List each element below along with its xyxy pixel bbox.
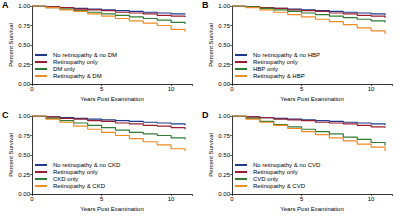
svg-text:0.75: 0.75 — [218, 133, 230, 139]
svg-text:Retinopathy & CKD: Retinopathy & CKD — [53, 183, 106, 189]
svg-text:5: 5 — [300, 86, 304, 92]
svg-text:Retinopathy & DM: Retinopathy & DM — [53, 73, 102, 79]
svg-text:CVD only: CVD only — [253, 176, 278, 182]
svg-text:0.00: 0.00 — [218, 81, 230, 87]
svg-text:Retinopathy & HBP: Retinopathy & HBP — [253, 73, 305, 79]
svg-text:10: 10 — [168, 196, 175, 202]
svg-text:Percent Survival: Percent Survival — [8, 133, 14, 177]
svg-text:5: 5 — [100, 196, 104, 202]
svg-text:Retinopathy only: Retinopathy only — [253, 59, 298, 65]
svg-text:0.75: 0.75 — [18, 133, 30, 139]
svg-text:5: 5 — [100, 86, 104, 92]
svg-text:No retinopathy & no CVD: No retinopathy & no CVD — [253, 162, 321, 168]
svg-text:No retinopathy & no HBP: No retinopathy & no HBP — [253, 52, 320, 58]
svg-text:B: B — [202, 0, 209, 10]
svg-text:0.00: 0.00 — [18, 81, 30, 87]
svg-text:0.25: 0.25 — [218, 62, 230, 68]
svg-text:0.50: 0.50 — [218, 42, 230, 48]
svg-text:A: A — [2, 0, 9, 10]
svg-text:Retinopathy only: Retinopathy only — [53, 59, 98, 65]
svg-text:10: 10 — [368, 86, 375, 92]
svg-text:Retinopathy only: Retinopathy only — [53, 169, 98, 175]
svg-text:Years Post Examination: Years Post Examination — [280, 96, 343, 102]
svg-text:C: C — [2, 110, 9, 120]
svg-text:CKD only: CKD only — [53, 176, 78, 182]
svg-text:0: 0 — [230, 196, 234, 202]
svg-text:Percent Survival: Percent Survival — [208, 23, 214, 67]
svg-text:0: 0 — [230, 86, 234, 92]
svg-text:HBP only: HBP only — [253, 66, 278, 72]
svg-text:0.25: 0.25 — [18, 172, 30, 178]
svg-text:10: 10 — [368, 196, 375, 202]
svg-text:10: 10 — [168, 86, 175, 92]
svg-text:No retinopathy & no DM: No retinopathy & no DM — [53, 52, 117, 58]
svg-text:Years Post Examination: Years Post Examination — [80, 96, 143, 102]
svg-text:Percent Survival: Percent Survival — [8, 23, 14, 67]
svg-text:1.00: 1.00 — [18, 3, 30, 9]
svg-text:1.00: 1.00 — [18, 113, 30, 119]
svg-text:1.00: 1.00 — [218, 3, 230, 9]
svg-text:5: 5 — [300, 196, 304, 202]
svg-text:0.25: 0.25 — [18, 62, 30, 68]
svg-text:Years Post Examination: Years Post Examination — [280, 206, 343, 212]
svg-text:D: D — [202, 110, 209, 120]
svg-text:0: 0 — [30, 86, 34, 92]
svg-text:Percent Survival: Percent Survival — [208, 133, 214, 177]
svg-text:0.75: 0.75 — [18, 23, 30, 29]
svg-text:Years Post Examination: Years Post Examination — [80, 206, 143, 212]
svg-text:DM only: DM only — [53, 66, 75, 72]
svg-text:0.50: 0.50 — [218, 152, 230, 158]
svg-text:0.50: 0.50 — [18, 152, 30, 158]
svg-text:Retinopathy only: Retinopathy only — [253, 169, 298, 175]
svg-text:Retinopathy & CVD: Retinopathy & CVD — [253, 183, 306, 189]
svg-text:0.00: 0.00 — [18, 191, 30, 197]
svg-text:0.00: 0.00 — [218, 191, 230, 197]
svg-text:0: 0 — [30, 196, 34, 202]
svg-text:1.00: 1.00 — [218, 113, 230, 119]
svg-text:0.50: 0.50 — [18, 42, 30, 48]
svg-text:0.25: 0.25 — [218, 172, 230, 178]
svg-text:0.75: 0.75 — [218, 23, 230, 29]
svg-text:No retinopathy & no CKD: No retinopathy & no CKD — [53, 162, 121, 168]
